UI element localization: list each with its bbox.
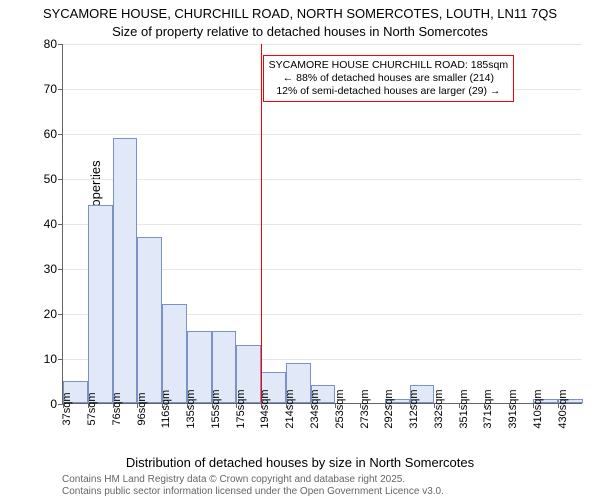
- y-tick-mark: [58, 314, 63, 315]
- chart-title-line2: Size of property relative to detached ho…: [0, 24, 600, 39]
- y-tick-label: 50: [44, 172, 57, 186]
- x-tick-label: 155sqm: [210, 389, 222, 428]
- x-tick-label: 135sqm: [185, 389, 197, 428]
- y-tick-mark: [58, 134, 63, 135]
- annotation-box: SYCAMORE HOUSE CHURCHILL ROAD: 185sqm ← …: [263, 55, 514, 102]
- y-tick-label: 80: [44, 37, 57, 51]
- x-tick-label: 391sqm: [507, 389, 519, 428]
- gridline: [63, 179, 582, 180]
- y-tick-label: 40: [44, 217, 57, 231]
- footer-line2: Contains public sector information licen…: [62, 486, 444, 498]
- x-tick-label: 234sqm: [309, 389, 321, 428]
- x-tick-label: 410sqm: [532, 389, 544, 428]
- y-tick-label: 30: [44, 262, 57, 276]
- y-tick-label: 70: [44, 82, 57, 96]
- x-tick-label: 76sqm: [111, 392, 123, 425]
- y-tick-mark: [58, 224, 63, 225]
- footer-line1: Contains HM Land Registry data © Crown c…: [62, 474, 444, 486]
- x-axis-label: Distribution of detached houses by size …: [0, 455, 600, 470]
- y-tick-mark: [58, 179, 63, 180]
- y-tick-mark: [58, 359, 63, 360]
- x-tick-label: 371sqm: [482, 389, 494, 428]
- annotation-line1: SYCAMORE HOUSE CHURCHILL ROAD: 185sqm: [269, 59, 508, 72]
- plot-area: 0102030405060708037sqm57sqm76sqm96sqm116…: [62, 44, 582, 404]
- x-tick-label: 312sqm: [408, 389, 420, 428]
- x-tick-label: 351sqm: [458, 389, 470, 428]
- histogram-bar: [113, 138, 138, 404]
- y-tick-mark: [58, 89, 63, 90]
- x-tick-label: 430sqm: [557, 389, 569, 428]
- gridline: [63, 134, 582, 135]
- gridline: [63, 224, 582, 225]
- y-tick-mark: [58, 44, 63, 45]
- histogram-bar: [137, 237, 162, 404]
- y-tick-label: 10: [44, 352, 57, 366]
- histogram-bar: [88, 205, 113, 403]
- x-tick-label: 96sqm: [136, 392, 148, 425]
- y-tick-label: 0: [50, 397, 57, 411]
- y-tick-label: 60: [44, 127, 57, 141]
- annotation-line2: ← 88% of detached houses are smaller (21…: [269, 72, 508, 85]
- chart-title-line1: SYCAMORE HOUSE, CHURCHILL ROAD, NORTH SO…: [0, 6, 600, 21]
- x-tick-label: 273sqm: [359, 389, 371, 428]
- x-tick-label: 253sqm: [334, 389, 346, 428]
- x-tick-label: 292sqm: [383, 389, 395, 428]
- histogram-bar: [162, 304, 187, 403]
- x-tick-label: 37sqm: [61, 392, 73, 425]
- y-tick-label: 20: [44, 307, 57, 321]
- histogram-chart: SYCAMORE HOUSE, CHURCHILL ROAD, NORTH SO…: [0, 0, 600, 500]
- gridline: [63, 44, 582, 45]
- x-tick-label: 57sqm: [86, 392, 98, 425]
- annotation-line3: 12% of semi-detached houses are larger (…: [269, 85, 508, 98]
- y-tick-mark: [58, 269, 63, 270]
- x-tick-label: 332sqm: [433, 389, 445, 428]
- footer-credit: Contains HM Land Registry data © Crown c…: [62, 474, 444, 498]
- x-tick-label: 175sqm: [235, 389, 247, 428]
- x-tick-label: 214sqm: [284, 389, 296, 428]
- x-tick-label: 116sqm: [160, 390, 172, 428]
